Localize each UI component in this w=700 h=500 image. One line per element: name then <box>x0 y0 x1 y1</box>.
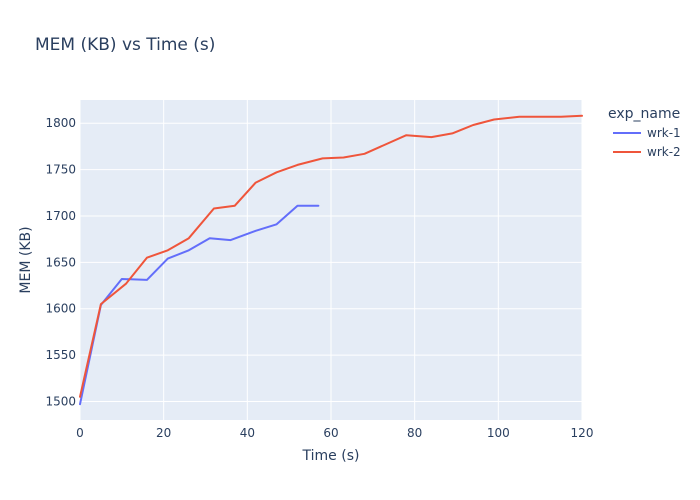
x-tick-label: 40 <box>240 426 255 440</box>
x-axis-label: Time (s) <box>302 448 360 464</box>
x-tick-label: 60 <box>323 426 338 440</box>
x-tick-label: 100 <box>487 426 510 440</box>
x-tick-label: 120 <box>571 426 594 440</box>
y-axis-label: MEM (KB) <box>18 226 34 293</box>
y-tick-label: 1700 <box>45 209 76 223</box>
y-tick-label: 1500 <box>45 394 76 408</box>
legend[interactable]: exp_name wrk-1 wrk-2 <box>608 106 681 159</box>
legend-label: wrk-1 <box>647 126 681 140</box>
legend-item-wrk-1[interactable]: wrk-1 <box>613 126 681 140</box>
legend-item-wrk-2[interactable]: wrk-2 <box>613 145 681 159</box>
legend-label: wrk-2 <box>647 145 681 159</box>
y-tick-label: 1550 <box>45 348 76 362</box>
grid-lines <box>79 100 583 420</box>
y-tick-label: 1650 <box>45 255 76 269</box>
legend-title: exp_name <box>608 106 680 122</box>
series-line-wrk-2[interactable] <box>79 114 583 398</box>
y-tick-label: 1600 <box>45 302 76 316</box>
series-lines <box>79 114 583 406</box>
y-tick-label: 1800 <box>45 116 76 130</box>
series-line-wrk-1[interactable] <box>79 204 320 406</box>
chart-title: MEM (KB) vs Time (s) <box>35 35 215 55</box>
tick-labels: 0 20 40 60 80 100 120 1500 1550 1600 1650 1700 1750 1… <box>45 116 593 440</box>
x-tick-label: 0 <box>76 426 84 440</box>
y-tick-label: 1750 <box>45 163 76 177</box>
x-tick-label: 20 <box>156 426 171 440</box>
x-tick-label: 80 <box>407 426 422 440</box>
